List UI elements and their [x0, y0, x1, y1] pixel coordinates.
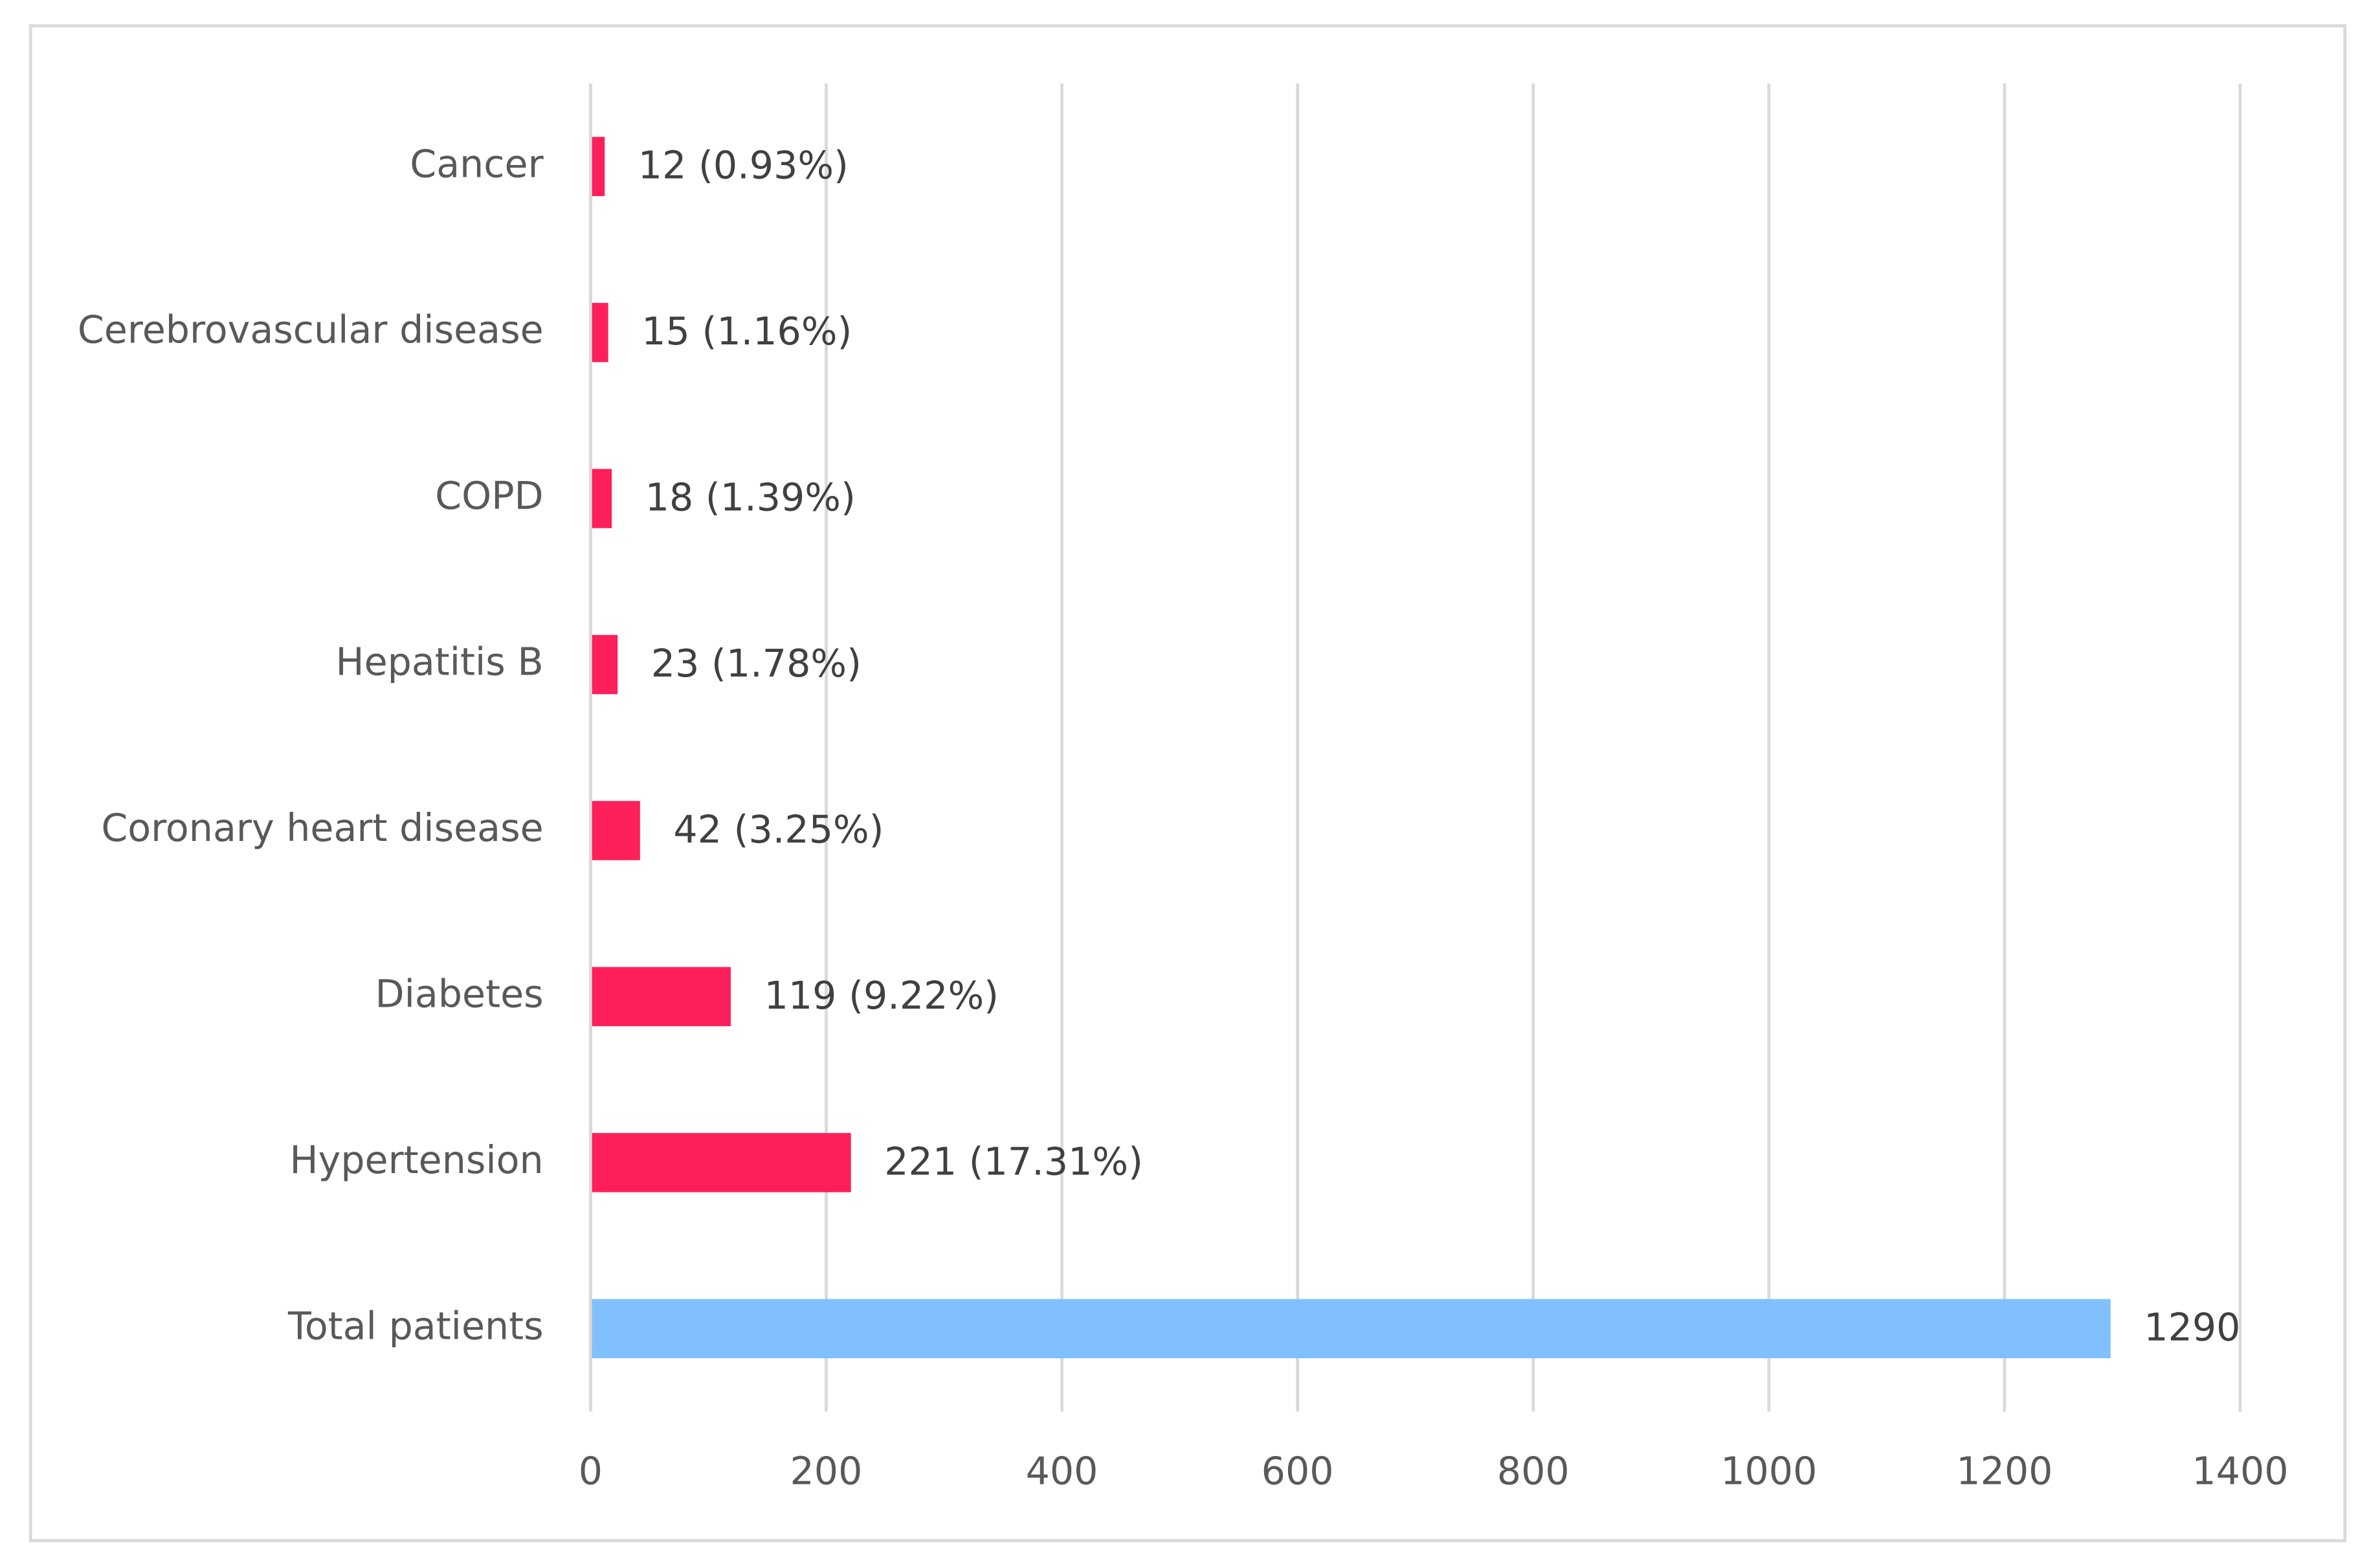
y-tick-label: Coronary heart disease — [101, 806, 543, 850]
bar — [590, 967, 731, 1027]
x-tick-label: 1400 — [2192, 1450, 2288, 1494]
y-tick-label: COPD — [435, 474, 544, 518]
y-tick-label: Cerebrovascular disease — [78, 308, 544, 352]
data-label: 23 (1.78%) — [651, 642, 862, 686]
x-tick-label: 1200 — [1956, 1450, 2052, 1494]
bar — [590, 302, 608, 363]
y-tick-label: Diabetes — [375, 972, 544, 1016]
x-tick-label: 600 — [1262, 1450, 1334, 1494]
y-tick-label: Hypertension — [290, 1138, 544, 1182]
bar — [590, 1133, 851, 1193]
chart-border — [28, 24, 2347, 1543]
x-tick-label: 200 — [790, 1450, 863, 1494]
data-label: 12 (0.93%) — [638, 144, 849, 188]
bar — [590, 1299, 2111, 1359]
data-label: 42 (3.25%) — [673, 807, 884, 851]
x-tick-label: 400 — [1026, 1450, 1098, 1494]
data-label: 18 (1.39%) — [645, 476, 856, 520]
data-label: 221 (17.31%) — [884, 1139, 1143, 1183]
x-tick-label: 800 — [1497, 1450, 1570, 1494]
data-label: 119 (9.22%) — [764, 974, 999, 1018]
x-tick-label: 1000 — [1720, 1450, 1817, 1494]
y-tick-label: Hepatitis B — [336, 640, 544, 684]
x-tick-label: 0 — [579, 1450, 603, 1494]
bar — [590, 469, 612, 528]
bar — [590, 137, 605, 196]
bar — [590, 801, 640, 860]
y-tick-label: Cancer — [410, 142, 544, 186]
data-label: 1290 — [2144, 1306, 2240, 1350]
data-label: 15 (1.16%) — [641, 309, 852, 353]
bar — [590, 634, 618, 695]
y-tick-label: Total patients — [287, 1304, 544, 1348]
